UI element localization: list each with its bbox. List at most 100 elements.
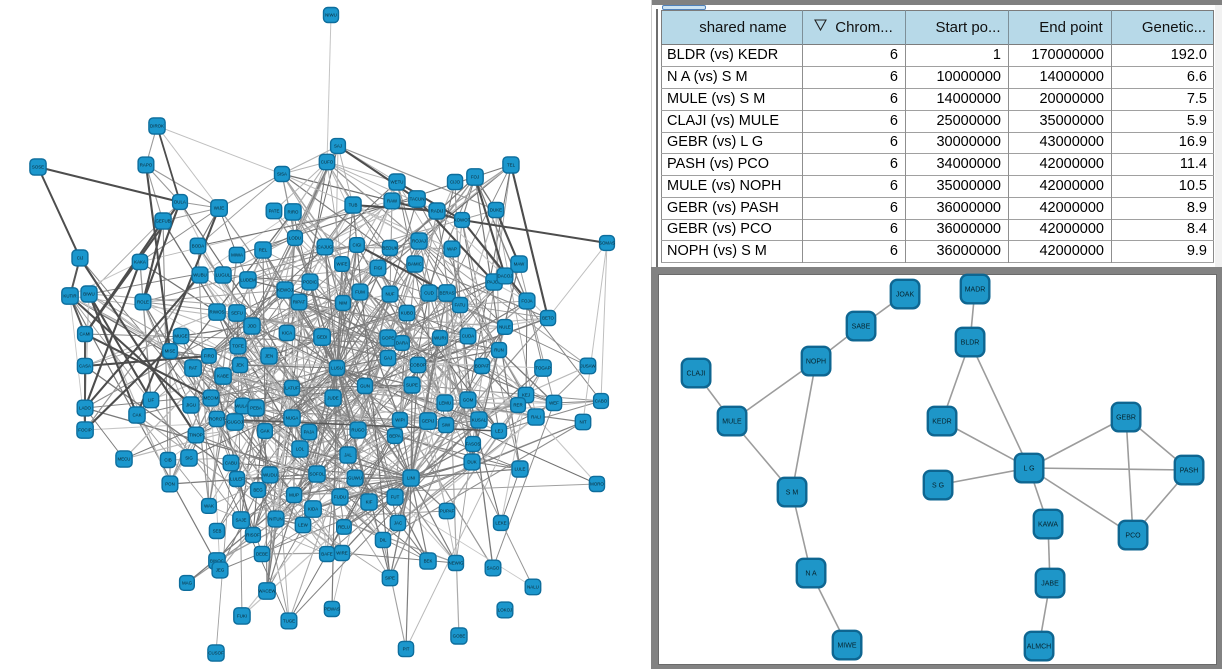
svg-text:TINOP: TINOP <box>189 433 202 438</box>
svg-text:RUN: RUN <box>494 348 504 353</box>
svg-text:RUGO: RUGO <box>351 428 365 433</box>
svg-text:JIGU: JIGU <box>186 403 196 408</box>
svg-text:GUWU: GUWU <box>348 476 362 481</box>
svg-text:SOSE: SOSE <box>32 165 44 170</box>
svg-text:PODIC: PODIC <box>303 280 317 285</box>
svg-text:PASH: PASH <box>1180 467 1199 474</box>
svg-text:JUDE: JUDE <box>327 396 339 401</box>
svg-text:KIDA: KIDA <box>308 507 318 512</box>
svg-text:KEJ: KEJ <box>522 393 530 398</box>
svg-text:RAPO: RAPO <box>140 163 153 168</box>
svg-text:GEDI: GEDI <box>317 335 328 340</box>
svg-text:NOPH: NOPH <box>806 358 826 365</box>
svg-text:CABU: CABU <box>225 461 237 466</box>
svg-text:LADO: LADO <box>79 406 92 411</box>
svg-text:FUDU: FUDU <box>334 495 346 500</box>
svg-text:LEJ: LEJ <box>495 429 503 434</box>
svg-text:MAW: MAW <box>514 262 525 267</box>
svg-text:CUDA: CUDA <box>462 334 475 339</box>
svg-text:WACEW: WACEW <box>258 589 276 594</box>
svg-text:CUFO: CUFO <box>321 160 334 165</box>
svg-text:ROJAJ: ROJAJ <box>412 239 426 244</box>
svg-text:FUM: FUM <box>355 290 365 295</box>
svg-text:RAW: RAW <box>387 199 398 204</box>
svg-text:NEWIG: NEWIG <box>449 561 464 566</box>
svg-text:JEG: JEG <box>216 568 225 573</box>
svg-text:SEB: SEB <box>213 529 222 534</box>
svg-text:WIPI: WIPI <box>395 418 405 423</box>
svg-text:DIROK: DIROK <box>150 124 164 129</box>
svg-text:ROROT: ROROT <box>209 417 225 422</box>
svg-text:SISA: SISA <box>277 172 287 177</box>
svg-text:PCO: PCO <box>1125 532 1141 539</box>
svg-text:CAJUG: CAJUG <box>318 245 333 250</box>
svg-text:JUSAW: JUSAW <box>580 364 596 369</box>
svg-text:TEL: TEL <box>507 163 516 168</box>
svg-text:KEWOJ: KEWOJ <box>277 288 293 293</box>
svg-text:MECU: MECU <box>118 457 131 462</box>
svg-text:MORO: MORO <box>590 482 604 487</box>
svg-text:WIFE: WIFE <box>337 262 348 267</box>
svg-text:NIM: NIM <box>339 301 347 306</box>
svg-text:GUN: GUN <box>360 384 370 389</box>
svg-text:RIRO: RIRO <box>288 210 300 215</box>
svg-text:DUK: DUK <box>467 460 476 465</box>
svg-text:WIRE: WIRE <box>336 551 348 556</box>
svg-text:NUF: NUF <box>385 292 394 297</box>
svg-text:MAG: MAG <box>182 581 193 586</box>
svg-text:WETU: WETU <box>391 180 404 185</box>
svg-text:PIT: PIT <box>403 647 410 652</box>
svg-text:FIRO: FIRO <box>204 354 215 359</box>
svg-text:PAJA: PAJA <box>304 430 315 435</box>
svg-text:JOAK: JOAK <box>896 291 915 298</box>
svg-text:KIF: KIF <box>366 500 373 505</box>
svg-text:KUSAL: KUSAL <box>472 418 487 423</box>
svg-text:FASOS: FASOS <box>466 442 481 447</box>
svg-text:LUDEM: LUDEM <box>240 278 256 283</box>
svg-text:WULAB: WULAB <box>235 404 251 409</box>
svg-text:JAL: JAL <box>344 453 352 458</box>
svg-text:SIG: SIG <box>185 456 193 461</box>
svg-text:CAMI: CAMI <box>80 332 91 337</box>
svg-text:RELU: RELU <box>338 525 350 530</box>
svg-text:RISOF: RISOF <box>246 533 260 538</box>
svg-text:NULE: NULE <box>499 325 511 330</box>
svg-text:GAK: GAK <box>260 429 269 434</box>
svg-text:JABE: JABE <box>1041 580 1059 587</box>
svg-text:COBOP: COBOP <box>410 363 426 368</box>
svg-text:BAMIC: BAMIC <box>408 262 422 267</box>
svg-text:WAP: WAP <box>447 247 457 252</box>
svg-text:ROLE: ROLE <box>137 300 149 305</box>
svg-text:PON: PON <box>165 482 175 487</box>
svg-text:GOPE: GOPE <box>382 336 395 341</box>
svg-text:MECIM: MECIM <box>204 396 219 401</box>
svg-text:BEPA: BEPA <box>389 434 400 439</box>
svg-text:KAWA: KAWA <box>1038 521 1058 528</box>
svg-text:TUB: TUB <box>349 203 358 208</box>
svg-text:LOKOJ: LOKOJ <box>498 608 512 613</box>
svg-text:WAK: WAK <box>204 504 214 509</box>
svg-text:DACOJ: DACOJ <box>498 274 513 279</box>
svg-text:JEK: JEK <box>236 363 244 368</box>
svg-text:MULE: MULE <box>722 418 742 425</box>
svg-text:MUP: MUP <box>289 493 299 498</box>
svg-text:SIW: SIW <box>442 423 451 428</box>
svg-text:DULA: DULA <box>174 200 186 205</box>
svg-text:RIPAT: RIPAT <box>293 300 306 305</box>
svg-text:MUGE: MUGE <box>174 334 187 339</box>
svg-text:S M: S M <box>786 489 799 496</box>
svg-text:GEPIJ: GEPIJ <box>422 419 435 424</box>
svg-text:FATU: FATU <box>455 303 466 308</box>
svg-text:RER: RER <box>513 403 522 408</box>
svg-text:JEN: JEN <box>265 354 273 359</box>
svg-text:PUPAF: PUPAF <box>440 509 455 514</box>
svg-text:SABE: SABE <box>852 323 871 330</box>
svg-text:LULEF: LULEF <box>230 477 244 482</box>
svg-text:SEFU: SEFU <box>231 311 243 316</box>
svg-text:GOBE: GOBE <box>453 634 466 639</box>
svg-text:DIL: DIL <box>380 538 387 543</box>
svg-text:WUBU: WUBU <box>193 273 206 278</box>
svg-text:PEWAS: PEWAS <box>324 607 340 612</box>
svg-text:ALMCH: ALMCH <box>1027 643 1052 650</box>
svg-text:KOWOT: KOWOT <box>454 218 471 223</box>
